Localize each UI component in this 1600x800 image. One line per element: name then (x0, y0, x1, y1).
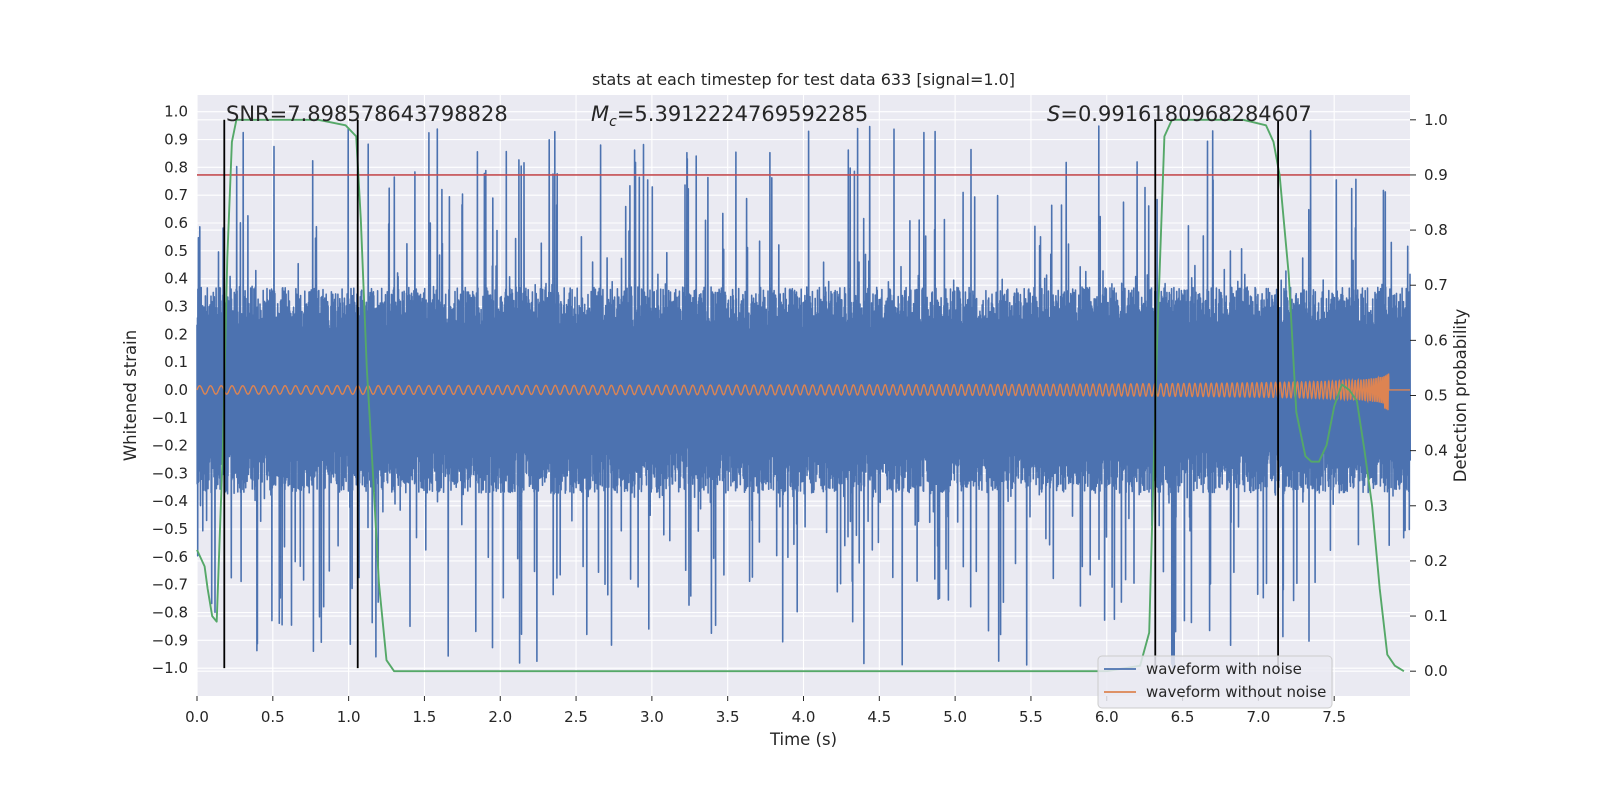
y-left-tick-label: 0.7 (164, 186, 188, 204)
y-left-tick-label: −0.8 (152, 604, 188, 622)
y-left-tick-label: −0.5 (152, 520, 188, 538)
legend-label-clean: waveform without noise (1146, 683, 1326, 701)
y-left-tick-label: −0.2 (152, 437, 188, 455)
x-tick-label: 0.0 (185, 708, 209, 726)
x-tick-label: 0.5 (261, 708, 285, 726)
s-annotation: S=0.9916180968284607 (1047, 102, 1312, 126)
x-tick-label: 6.5 (1171, 708, 1195, 726)
y-left-tick-label: 0.9 (164, 131, 188, 149)
clean-series (196, 373, 1410, 411)
y-left-tick-label: −0.3 (152, 464, 188, 482)
x-tick-label: 6.0 (1095, 708, 1119, 726)
y-right-tick-label: 0.3 (1424, 497, 1448, 515)
y-right-tick-label: 0.1 (1424, 607, 1448, 625)
legend-label-noise: waveform with noise (1146, 660, 1302, 678)
x-tick-label: 5.0 (943, 708, 967, 726)
y-right-tick-label: 0.6 (1424, 331, 1448, 349)
y-left-tick-label: 0.3 (164, 297, 188, 315)
y-axis-label-left: Whitened strain (121, 330, 140, 461)
y-left-tick-label: 0.6 (164, 214, 188, 232)
snr-annotation: SNR=7.898578643798828 (226, 102, 508, 126)
y-left-tick-label: −1.0 (152, 659, 188, 677)
y-left-tick-label: 0.0 (164, 381, 188, 399)
axes: 0.0 0.5 1.0 1.5 2.0 2.5 3.0 3.5 4.0 4.5 5.0 5.5 6.0 6… (152, 103, 1448, 726)
legend: waveform with noise waveform without noi… (1097, 655, 1333, 709)
y-right-tick-label: 0.9 (1424, 166, 1448, 184)
y-left-tick-label: −0.9 (152, 631, 188, 649)
y-right-tick-label: 0.0 (1424, 662, 1448, 680)
mc-subscript: c (609, 114, 617, 130)
x-tick-label: 7.0 (1246, 708, 1270, 726)
y-left-tick-label: 0.1 (164, 353, 188, 371)
chart-title: stats at each timestep for test data 633… (592, 70, 1015, 89)
chirp-mass-annotation: Mc=5.3912224769592285 (591, 102, 868, 130)
y-right-tick-label: 0.7 (1424, 276, 1448, 294)
x-tick-label: 2.0 (488, 708, 512, 726)
y-left-tick-label: −0.4 (152, 492, 188, 510)
x-tick-label: 4.0 (792, 708, 816, 726)
y-left-tick-label: 0.2 (164, 325, 188, 343)
y-axis-label-right: Detection probability (1451, 309, 1470, 483)
y-left-tick-label: −0.7 (152, 576, 188, 594)
y-right-tick-label: 0.8 (1424, 221, 1448, 239)
y-right-tick-label: 0.5 (1424, 387, 1448, 405)
x-tick-label: 2.5 (564, 708, 588, 726)
x-tick-label: 1.5 (413, 708, 437, 726)
legend-box (1097, 655, 1333, 709)
x-tick-label: 5.5 (1019, 708, 1043, 726)
y-right-tick-label: 1.0 (1424, 111, 1448, 129)
x-tick-label: 7.5 (1322, 708, 1346, 726)
y-left-tick-label: 0.4 (164, 270, 188, 288)
x-tick-label: 1.0 (337, 708, 361, 726)
x-tick-label: 4.5 (867, 708, 891, 726)
s-symbol: S (1047, 102, 1060, 126)
x-tick-label: 3.0 (640, 708, 664, 726)
y-left-tick-label: −0.6 (152, 548, 188, 566)
y-left-tick-label: 1.0 (164, 103, 188, 121)
y-right-tick-label: 0.4 (1424, 442, 1448, 460)
x-tick-label: 3.5 (716, 708, 740, 726)
y-left-tick-label: 0.8 (164, 158, 188, 176)
y-left-tick-label: −0.1 (152, 409, 188, 427)
mc-value: =5.3912224769592285 (617, 102, 868, 126)
y-left-tick-label: 0.5 (164, 242, 188, 260)
s-value: =0.9916180968284607 (1060, 102, 1311, 126)
y-right-tick-label: 0.2 (1424, 552, 1448, 570)
mc-symbol: M (591, 102, 609, 126)
x-axis-label: Time (s) (769, 730, 837, 749)
clean-waveform-line (196, 373, 1410, 411)
